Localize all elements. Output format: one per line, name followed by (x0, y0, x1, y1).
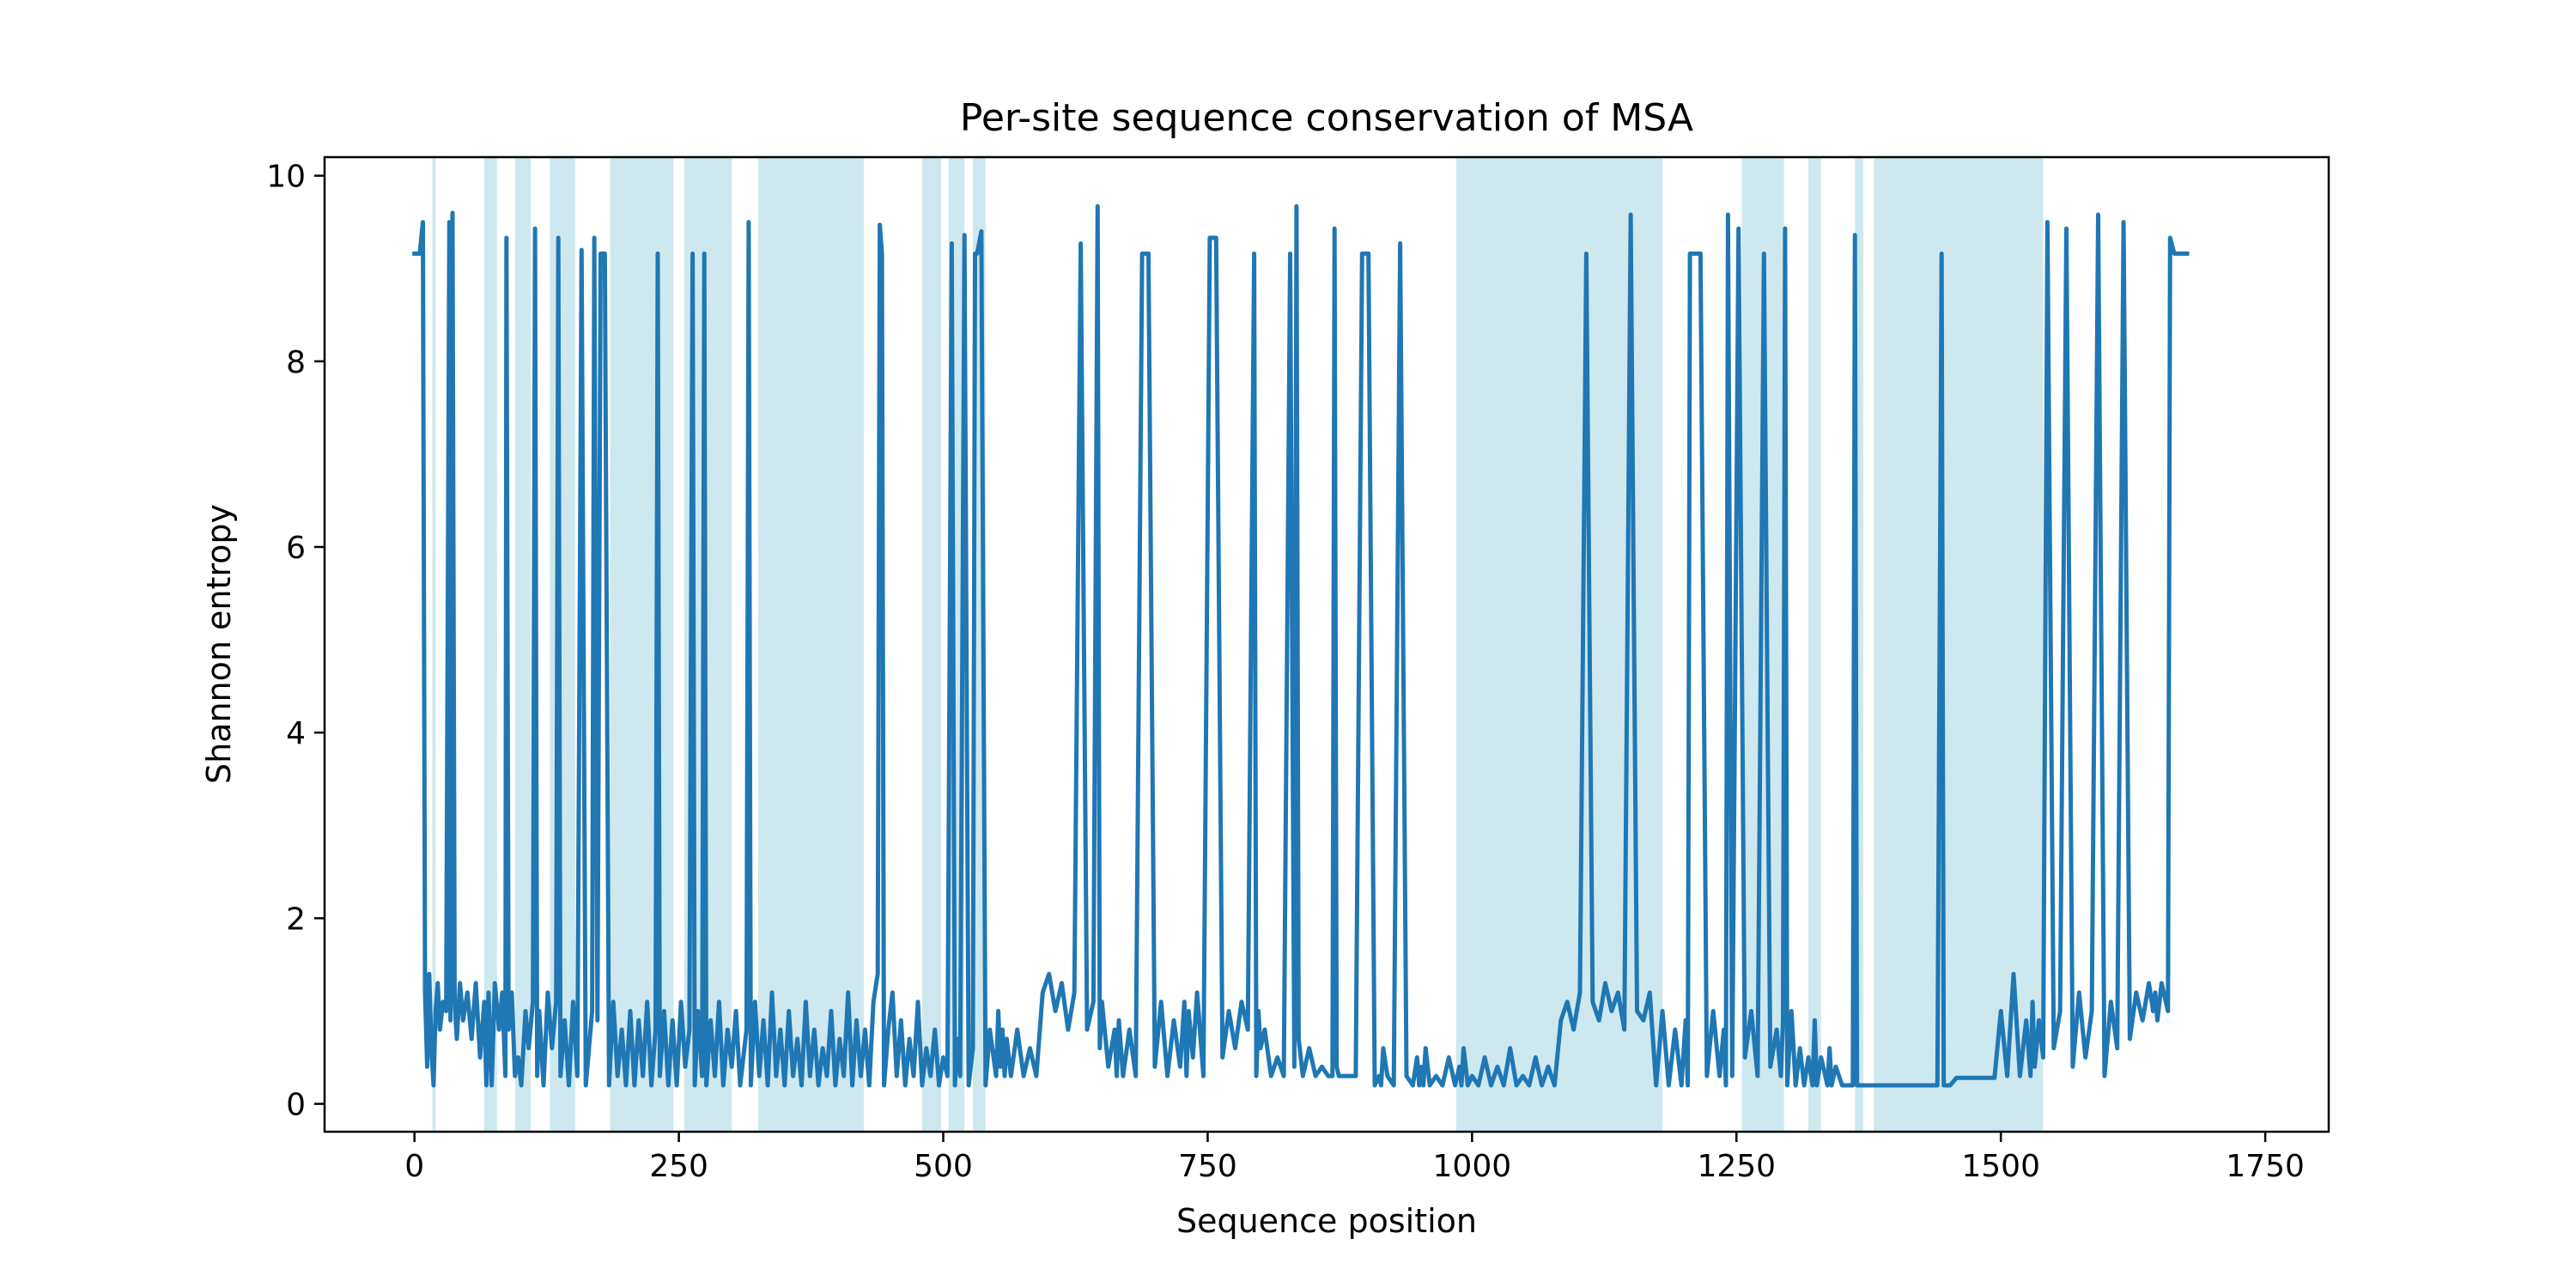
x-tick-label: 1750 (2226, 1149, 2305, 1184)
y-tick-label: 4 (286, 716, 306, 751)
x-tick-label: 1500 (1961, 1149, 2040, 1184)
shaded-region-3 (550, 157, 575, 1132)
shaded-region-6 (757, 157, 865, 1132)
plot-frame (323, 155, 2330, 1133)
y-tick-label: 6 (286, 531, 306, 566)
shaded-region-13 (1855, 157, 1864, 1132)
shaded-region-12 (1808, 157, 1821, 1132)
x-tick-label: 750 (1178, 1149, 1237, 1184)
y-tick-label: 8 (286, 345, 306, 380)
shaded-region-14 (1874, 157, 2044, 1132)
shaded-region-0 (432, 157, 436, 1132)
x-tick-label: 1250 (1697, 1149, 1776, 1184)
chart-title: Per-site sequence conservation of MSA (960, 96, 1693, 140)
x-axis-ticks: 0 250 500 750 1000 1250 1500 1750 (404, 1132, 2305, 1184)
x-axis-label: Sequence position (1176, 1202, 1477, 1240)
x-tick-label: 500 (914, 1149, 973, 1184)
shaded-region-4 (610, 157, 674, 1132)
x-tick-label: 1000 (1433, 1149, 1512, 1184)
y-tick-label: 10 (266, 160, 306, 195)
x-tick-label: 0 (404, 1149, 424, 1184)
shaded-region-2 (514, 157, 532, 1132)
series-line-0 (412, 204, 2190, 1088)
y-axis-label: Shannon entropy (200, 504, 238, 784)
y-axis-ticks: 0 2 4 6 8 10 (266, 160, 325, 1123)
shaded-region-7 (921, 157, 942, 1132)
y-tick-label: 0 (286, 1088, 306, 1123)
shaded-region-1 (483, 157, 497, 1132)
series-layer (412, 204, 2190, 1088)
x-tick-label: 250 (649, 1149, 708, 1184)
y-tick-label: 2 (286, 902, 306, 937)
